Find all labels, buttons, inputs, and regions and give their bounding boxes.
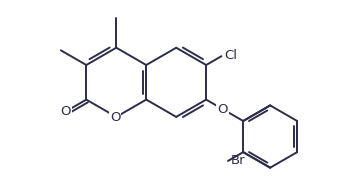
Text: O: O — [217, 102, 228, 116]
Text: Br: Br — [231, 154, 245, 167]
Text: Cl: Cl — [224, 49, 237, 62]
Text: O: O — [61, 105, 71, 118]
Text: O: O — [110, 111, 120, 124]
